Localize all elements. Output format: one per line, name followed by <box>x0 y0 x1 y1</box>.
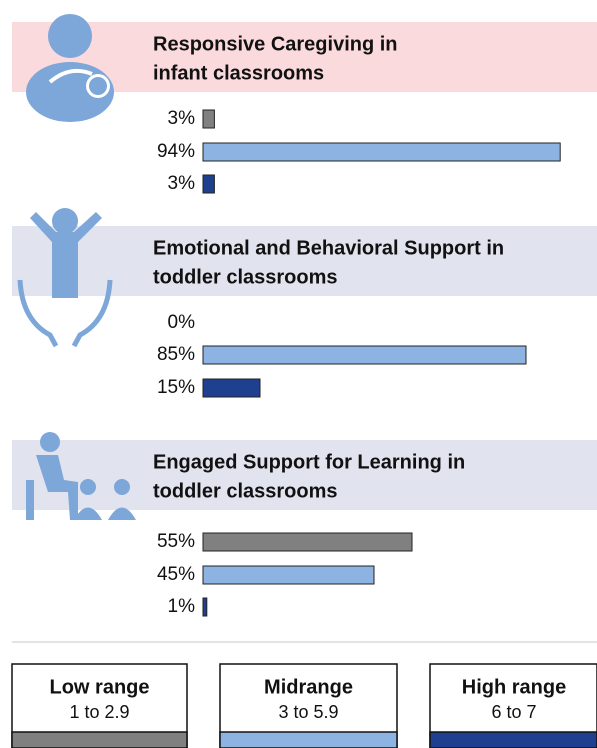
legend-label: Low range <box>49 676 149 698</box>
chart-title: infant classrooms <box>153 62 324 84</box>
legend-label: High range <box>462 676 566 698</box>
bar <box>202 142 561 162</box>
legend-swatch <box>429 731 597 748</box>
value-label: 1% <box>168 596 196 617</box>
legend-swatch <box>219 731 398 748</box>
bar <box>202 378 261 398</box>
header-band <box>12 440 597 510</box>
value-label: 55% <box>157 531 195 552</box>
learning-icon <box>26 432 136 520</box>
legend-swatch <box>11 731 188 748</box>
bar <box>202 565 375 585</box>
value-label: 3% <box>168 108 196 129</box>
legend-label: Midrange <box>264 676 353 698</box>
bar <box>202 174 215 194</box>
value-label: 15% <box>157 377 195 398</box>
bands <box>12 22 597 510</box>
bar <box>202 597 208 617</box>
chart-title: toddler classrooms <box>153 266 338 288</box>
legend-range: 1 to 2.9 <box>69 702 129 722</box>
legend-range: 6 to 7 <box>491 702 536 722</box>
value-label: 0% <box>168 312 196 333</box>
chart-title: toddler classrooms <box>153 480 338 502</box>
bar <box>202 109 215 129</box>
value-label: 3% <box>168 173 196 194</box>
caregiving-icon <box>26 14 114 122</box>
support-icon <box>17 208 113 348</box>
value-label: 94% <box>157 141 195 162</box>
chart-title: Emotional and Behavioral Support in <box>153 237 504 259</box>
bar <box>202 532 413 552</box>
value-label: 85% <box>157 344 195 365</box>
legend-range: 3 to 5.9 <box>278 702 338 722</box>
value-label: 45% <box>157 564 195 585</box>
chart-title: Engaged Support for Learning in <box>153 451 465 473</box>
bar <box>202 345 527 365</box>
chart-title: Responsive Caregiving in <box>153 33 398 55</box>
